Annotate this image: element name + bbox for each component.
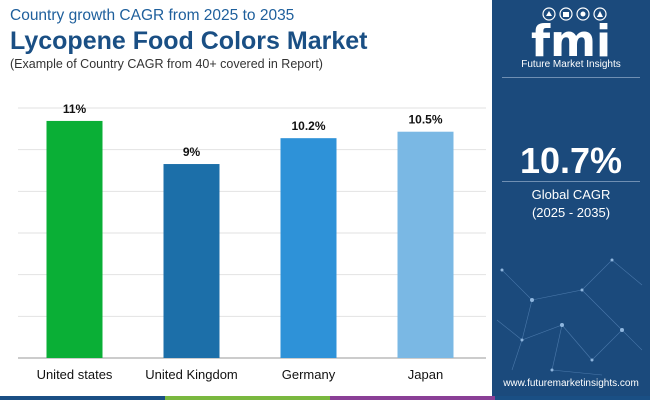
footer-strip bbox=[0, 396, 165, 400]
footer-strip bbox=[330, 396, 495, 400]
data-label: 10.5% bbox=[408, 113, 442, 127]
bar-united-states[interactable] bbox=[46, 120, 103, 359]
fmi-logo: fmi bbox=[531, 7, 611, 60]
bar-united-kingdom[interactable] bbox=[163, 164, 220, 358]
page-title: Lycopene Food Colors Market bbox=[10, 27, 368, 55]
global-cagr-period: (2025 - 2035) bbox=[531, 205, 611, 220]
x-tick-label: United Kingdom bbox=[145, 367, 238, 382]
logo-subtitle: Future Market Insights bbox=[521, 59, 621, 70]
footer-strip bbox=[165, 396, 330, 400]
bar-chart: 11% United states 9% United Kingdom 10.2% Ger… bbox=[18, 102, 486, 382]
website-link[interactable]: www.futuremarketinsights.com bbox=[503, 378, 639, 389]
network-decoration bbox=[496, 258, 643, 376]
x-tick-label: United states bbox=[37, 367, 113, 382]
x-tick-label: Japan bbox=[408, 367, 443, 382]
chart-note: (Example of Country CAGR from 40+ covere… bbox=[10, 57, 323, 71]
footer-strip bbox=[495, 396, 650, 400]
x-tick-label: Germany bbox=[282, 367, 336, 382]
data-label: 10.2% bbox=[291, 119, 325, 133]
global-cagr-value: 10.7% bbox=[519, 140, 623, 181]
bar-japan[interactable] bbox=[397, 131, 454, 358]
global-cagr-label: Global CAGR bbox=[531, 187, 611, 202]
side-panel: fmi Future Market Insights 10.7% Global … bbox=[492, 0, 650, 400]
divider bbox=[502, 181, 640, 182]
logo-wordmark: fmi bbox=[531, 16, 611, 60]
data-label: 9% bbox=[183, 145, 201, 159]
bar-germany[interactable] bbox=[280, 138, 337, 358]
data-label: 11% bbox=[63, 102, 87, 116]
divider bbox=[502, 77, 640, 78]
chart-subtitle: Country growth CAGR from 2025 to 2035 bbox=[10, 7, 295, 24]
